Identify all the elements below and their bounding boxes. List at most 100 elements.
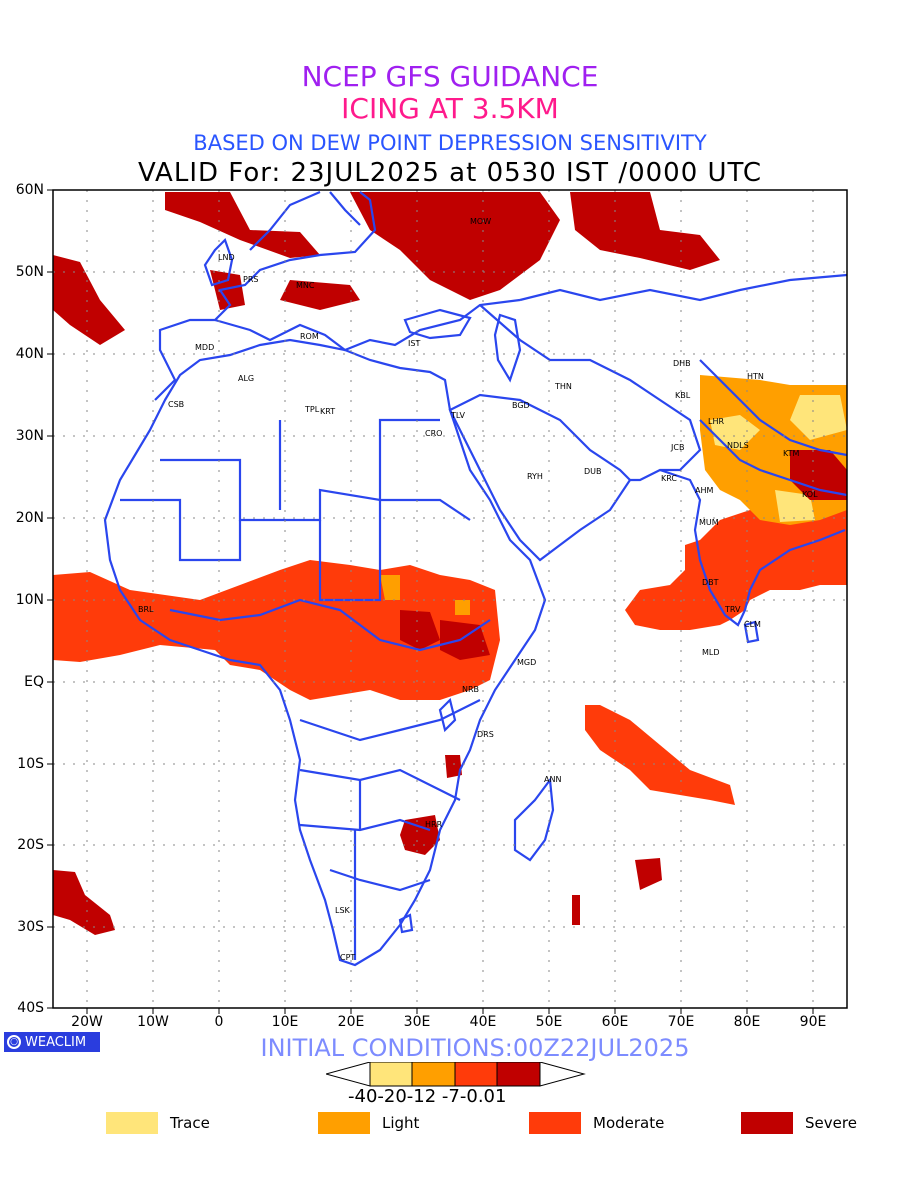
station-label: LND xyxy=(218,253,235,262)
legend-label: Trace xyxy=(170,1114,210,1132)
legend-item-moderate: Moderate xyxy=(529,1112,664,1134)
weaclim-logo: ○ WEACLIM xyxy=(4,1032,100,1052)
lat-label: 20S xyxy=(17,837,44,853)
station-label: MOW xyxy=(470,217,491,226)
axis-ticks xyxy=(47,189,814,1014)
colorbar-severe-box xyxy=(496,1062,541,1087)
lat-label: 10N xyxy=(15,592,44,608)
station-label: DBT xyxy=(702,578,719,587)
station-label: MNC xyxy=(296,281,315,290)
station-label: KRC xyxy=(661,474,677,483)
legend-label: Severe xyxy=(805,1114,857,1132)
lon-label: 40E xyxy=(469,1014,497,1030)
station-label: BGD xyxy=(512,401,530,410)
severe-india-east xyxy=(790,450,847,500)
moderate-india xyxy=(625,495,847,630)
lat-label: 30N xyxy=(15,428,44,444)
lon-label: 60E xyxy=(601,1014,629,1030)
station-label: HTN xyxy=(747,372,764,381)
station-label: NDLS xyxy=(727,441,749,450)
severe-russia xyxy=(350,192,560,300)
title-parameter: ICING AT 3.5KM xyxy=(341,92,559,125)
station-label: KTM xyxy=(783,449,800,458)
legend-item-severe: Severe xyxy=(741,1112,857,1134)
station-label: DHB xyxy=(673,359,691,368)
severe-africa-patch1 xyxy=(400,610,440,650)
lat-label: EQ xyxy=(24,674,44,690)
station-label: MGD xyxy=(517,658,536,667)
station-label: DRS xyxy=(477,730,494,739)
coastlines xyxy=(103,190,847,967)
severe-zimbabwe xyxy=(400,815,440,855)
station-label: AHM xyxy=(695,486,713,495)
lon-label: 80E xyxy=(733,1014,761,1030)
station-label: TRV xyxy=(724,605,741,614)
station-label: JCB xyxy=(670,443,684,452)
lon-label: 10E xyxy=(271,1014,299,1030)
legend-label: Light xyxy=(382,1114,420,1132)
map-frame xyxy=(52,189,848,1009)
legend-item-light: Light xyxy=(318,1112,419,1134)
station-label: MUM xyxy=(699,518,719,527)
colorbar-tick-labels: -40-20-12 -7-0.01 xyxy=(348,1086,507,1107)
severe-atlantic-south xyxy=(53,870,115,935)
severe-atlantic-north xyxy=(53,255,125,345)
station-label: ANN xyxy=(544,775,561,784)
station-label: CPT xyxy=(340,953,355,962)
station-label: LHR xyxy=(708,417,724,426)
severe-madagascar-east xyxy=(572,895,580,925)
station-label: KBL xyxy=(675,391,691,400)
lat-label: 40S xyxy=(17,1000,44,1016)
colorbar-trace-box xyxy=(369,1062,413,1087)
lat-label: 10S xyxy=(17,756,44,772)
station-label: BRL xyxy=(138,605,154,614)
station-label: MDD xyxy=(195,343,214,352)
station-label: LSK xyxy=(335,906,351,915)
lon-label: 20E xyxy=(337,1014,365,1030)
station-label: TPL xyxy=(304,405,320,414)
legend-swatch xyxy=(529,1112,581,1134)
station-label: HRR xyxy=(425,820,443,829)
lat-label: 30S xyxy=(17,919,44,935)
station-label: IST xyxy=(408,339,420,348)
station-label: NRB xyxy=(462,685,479,694)
lon-label: 10W xyxy=(137,1014,169,1030)
legend-item-trace: Trace xyxy=(106,1112,210,1134)
brand-name: WEACLIM xyxy=(25,1034,87,1050)
station-label: KOL xyxy=(802,490,818,499)
lon-label: 30E xyxy=(403,1014,431,1030)
lon-label: 20W xyxy=(71,1014,103,1030)
lon-label: 0 xyxy=(214,1014,224,1030)
severe-africa-patch2 xyxy=(440,620,490,660)
station-label: ROM xyxy=(300,332,319,341)
legend-swatch xyxy=(741,1112,793,1134)
trace-ne-india xyxy=(775,490,815,522)
legend-swatch xyxy=(106,1112,158,1134)
colorbar-left-arrow xyxy=(326,1062,371,1087)
lat-label: 60N xyxy=(15,182,44,198)
lon-label: 90E xyxy=(799,1014,827,1030)
legend-swatch xyxy=(318,1112,370,1134)
station-label: DUB xyxy=(584,467,602,476)
lat-label: 50N xyxy=(15,264,44,280)
severe-siberia xyxy=(570,192,720,270)
colorbar xyxy=(326,1062,586,1087)
colorbar-moderate-box xyxy=(454,1062,498,1087)
colorbar-light-box xyxy=(411,1062,456,1087)
lon-label: 70E xyxy=(667,1014,695,1030)
title-valid-time: VALID For: 23JUL2025 at 0530 IST /0000 U… xyxy=(137,158,763,188)
lon-label: 50E xyxy=(535,1014,563,1030)
trace-tibet xyxy=(790,395,847,440)
severe-tanzania xyxy=(445,755,462,778)
circle-logo-icon: ○ xyxy=(7,1035,21,1049)
station-label: CSB xyxy=(168,400,184,409)
title-model: NCEP GFS GUIDANCE xyxy=(301,60,599,93)
station-label: CLM xyxy=(744,620,761,629)
graticule xyxy=(53,190,847,1008)
lat-label: 20N xyxy=(15,510,44,526)
station-label: MLD xyxy=(702,648,720,657)
light-africa-patch xyxy=(380,575,400,600)
initial-conditions: INITIAL CONDITIONS:00Z22JUL2025 xyxy=(260,1034,690,1062)
station-label: THN xyxy=(554,382,572,391)
